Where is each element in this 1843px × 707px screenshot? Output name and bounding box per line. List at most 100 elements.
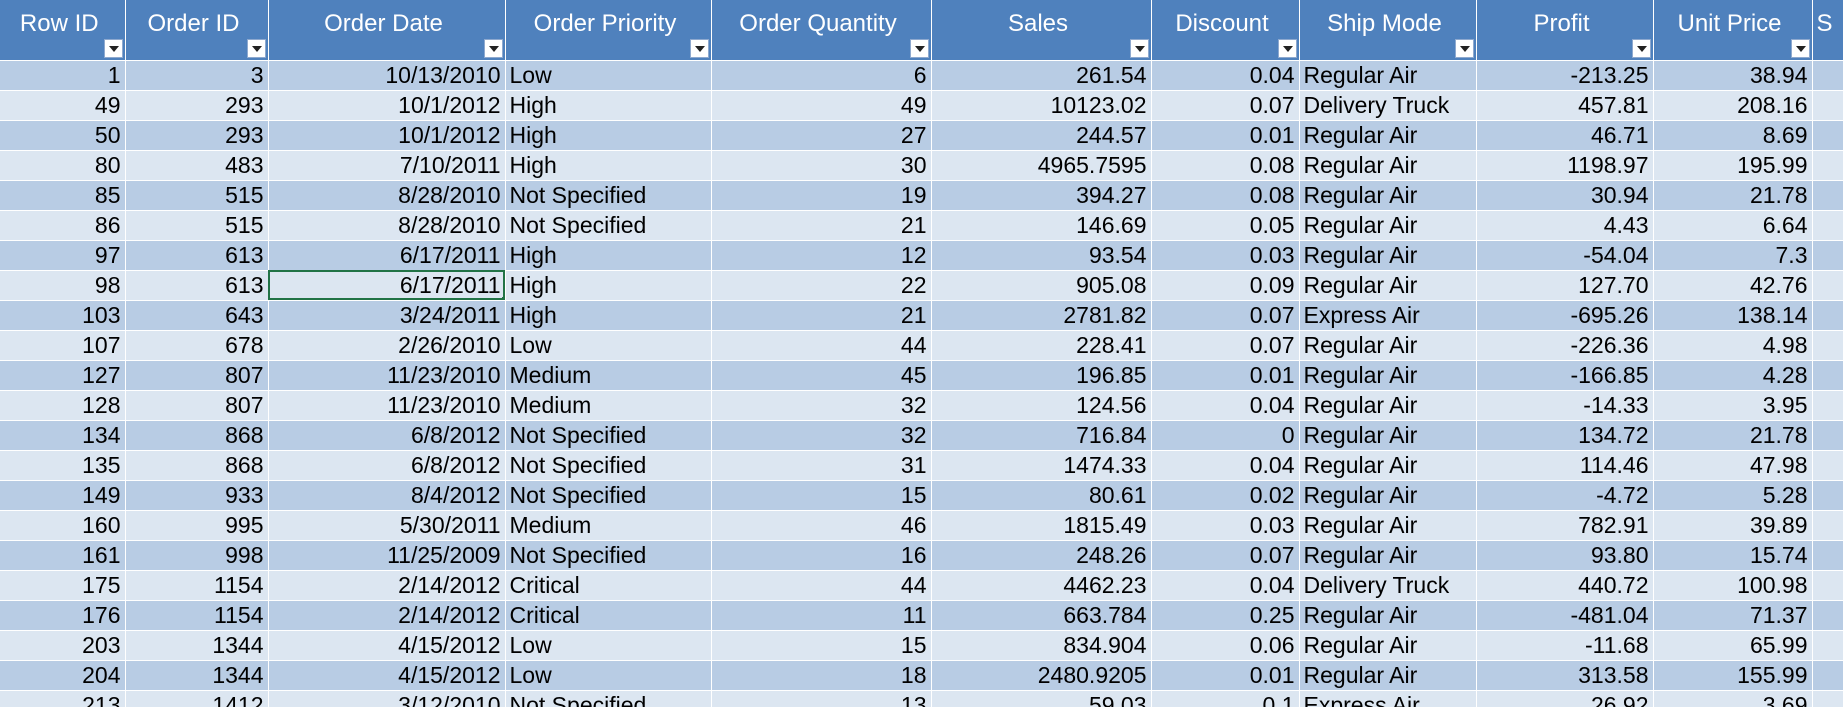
cell-unit-price[interactable]: 3.69 — [1653, 690, 1813, 707]
cell-discount[interactable]: 0.03 — [1151, 510, 1300, 541]
cell-order-id[interactable]: 807 — [125, 360, 269, 391]
cell-discount[interactable]: 0.07 — [1151, 330, 1300, 361]
column-header-row-id[interactable]: Row ID — [0, 0, 126, 61]
cell-order-priority[interactable]: Low — [505, 660, 712, 691]
cell-row-id[interactable]: 176 — [0, 600, 126, 631]
cell-order-id[interactable]: 293 — [125, 120, 269, 151]
cell-discount[interactable]: 0.01 — [1151, 660, 1300, 691]
cell-sales[interactable]: 10123.02 — [931, 90, 1152, 121]
cell-order-priority[interactable]: Critical — [505, 600, 712, 631]
cell-order-id[interactable]: 3 — [125, 60, 269, 91]
cell-row-id[interactable]: 98 — [0, 270, 126, 301]
cell-row-id[interactable]: 50 — [0, 120, 126, 151]
cell-extra[interactable] — [1812, 540, 1843, 571]
cell-profit[interactable]: -695.26 — [1476, 300, 1654, 331]
cell-order-priority[interactable]: Not Specified — [505, 450, 712, 481]
cell-extra[interactable] — [1812, 60, 1843, 91]
cell-ship-mode[interactable]: Regular Air — [1299, 510, 1477, 541]
cell-order-quantity[interactable]: 21 — [711, 300, 932, 331]
cell-unit-price[interactable]: 39.89 — [1653, 510, 1813, 541]
cell-discount[interactable]: 0 — [1151, 420, 1300, 451]
cell-order-quantity[interactable]: 15 — [711, 480, 932, 511]
cell-discount[interactable]: 0.08 — [1151, 150, 1300, 181]
cell-sales[interactable]: 196.85 — [931, 360, 1152, 391]
cell-extra[interactable] — [1812, 510, 1843, 541]
cell-ship-mode[interactable]: Regular Air — [1299, 540, 1477, 571]
cell-order-date[interactable]: 8/28/2010 — [268, 180, 506, 211]
cell-order-priority[interactable]: High — [505, 300, 712, 331]
cell-discount[interactable]: 0.02 — [1151, 480, 1300, 511]
cell-row-id[interactable]: 135 — [0, 450, 126, 481]
cell-order-quantity[interactable]: 49 — [711, 90, 932, 121]
cell-extra[interactable] — [1812, 210, 1843, 241]
cell-sales[interactable]: 1474.33 — [931, 450, 1152, 481]
cell-order-priority[interactable]: Not Specified — [505, 210, 712, 241]
cell-order-id[interactable]: 1412 — [125, 690, 269, 707]
column-header-discount[interactable]: Discount — [1151, 0, 1300, 61]
cell-row-id[interactable]: 107 — [0, 330, 126, 361]
cell-order-quantity[interactable]: 32 — [711, 390, 932, 421]
cell-row-id[interactable]: 175 — [0, 570, 126, 601]
cell-ship-mode[interactable]: Regular Air — [1299, 120, 1477, 151]
cell-unit-price[interactable]: 65.99 — [1653, 630, 1813, 661]
cell-sales[interactable]: 261.54 — [931, 60, 1152, 91]
cell-unit-price[interactable]: 6.64 — [1653, 210, 1813, 241]
filter-dropdown-icon[interactable] — [103, 38, 123, 58]
cell-order-date[interactable]: 3/24/2011 — [268, 300, 506, 331]
cell-order-id[interactable]: 998 — [125, 540, 269, 571]
cell-order-date[interactable]: 2/26/2010 — [268, 330, 506, 361]
cell-sales[interactable]: 2781.82 — [931, 300, 1152, 331]
cell-profit[interactable]: -213.25 — [1476, 60, 1654, 91]
cell-ship-mode[interactable]: Regular Air — [1299, 420, 1477, 451]
cell-ship-mode[interactable]: Delivery Truck — [1299, 90, 1477, 121]
cell-row-id[interactable]: 85 — [0, 180, 126, 211]
cell-discount[interactable]: 0.09 — [1151, 270, 1300, 301]
cell-ship-mode[interactable]: Regular Air — [1299, 630, 1477, 661]
cell-order-quantity[interactable]: 16 — [711, 540, 932, 571]
cell-discount[interactable]: 0.04 — [1151, 390, 1300, 421]
cell-discount[interactable]: 0.1 — [1151, 690, 1300, 707]
cell-order-date[interactable]: 6/17/2011 — [268, 240, 506, 271]
cell-order-id[interactable]: 807 — [125, 390, 269, 421]
cell-ship-mode[interactable]: Delivery Truck — [1299, 570, 1477, 601]
cell-extra[interactable] — [1812, 480, 1843, 511]
cell-order-quantity[interactable]: 11 — [711, 600, 932, 631]
cell-unit-price[interactable]: 42.76 — [1653, 270, 1813, 301]
cell-ship-mode[interactable]: Regular Air — [1299, 390, 1477, 421]
filter-dropdown-icon[interactable] — [689, 38, 709, 58]
cell-ship-mode[interactable]: Regular Air — [1299, 660, 1477, 691]
cell-row-id[interactable]: 149 — [0, 480, 126, 511]
cell-profit[interactable]: 30.94 — [1476, 180, 1654, 211]
cell-order-date[interactable]: 8/4/2012 — [268, 480, 506, 511]
cell-unit-price[interactable]: 47.98 — [1653, 450, 1813, 481]
cell-profit[interactable]: 457.81 — [1476, 90, 1654, 121]
cell-order-id[interactable]: 613 — [125, 270, 269, 301]
column-header-order-date[interactable]: Order Date — [268, 0, 506, 61]
cell-sales[interactable]: 716.84 — [931, 420, 1152, 451]
cell-discount[interactable]: 0.06 — [1151, 630, 1300, 661]
cell-order-id[interactable]: 293 — [125, 90, 269, 121]
cell-unit-price[interactable]: 138.14 — [1653, 300, 1813, 331]
cell-order-date[interactable]: 6/8/2012 — [268, 450, 506, 481]
cell-unit-price[interactable]: 71.37 — [1653, 600, 1813, 631]
cell-profit[interactable]: -4.72 — [1476, 480, 1654, 511]
cell-extra[interactable] — [1812, 90, 1843, 121]
cell-unit-price[interactable]: 21.78 — [1653, 420, 1813, 451]
cell-unit-price[interactable]: 7.3 — [1653, 240, 1813, 271]
cell-order-date[interactable]: 10/1/2012 — [268, 90, 506, 121]
cell-order-date[interactable]: 7/10/2011 — [268, 150, 506, 181]
cell-unit-price[interactable]: 21.78 — [1653, 180, 1813, 211]
cell-profit[interactable]: 1198.97 — [1476, 150, 1654, 181]
cell-sales[interactable]: 59.03 — [931, 690, 1152, 707]
cell-order-id[interactable]: 515 — [125, 210, 269, 241]
cell-ship-mode[interactable]: Regular Air — [1299, 210, 1477, 241]
cell-order-id[interactable]: 483 — [125, 150, 269, 181]
column-header-ship-mode[interactable]: Ship Mode — [1299, 0, 1477, 61]
cell-profit[interactable]: -226.36 — [1476, 330, 1654, 361]
cell-order-priority[interactable]: Medium — [505, 360, 712, 391]
cell-order-priority[interactable]: Medium — [505, 510, 712, 541]
cell-discount[interactable]: 0.07 — [1151, 90, 1300, 121]
cell-extra[interactable] — [1812, 450, 1843, 481]
cell-order-id[interactable]: 1154 — [125, 600, 269, 631]
cell-extra[interactable] — [1812, 120, 1843, 151]
